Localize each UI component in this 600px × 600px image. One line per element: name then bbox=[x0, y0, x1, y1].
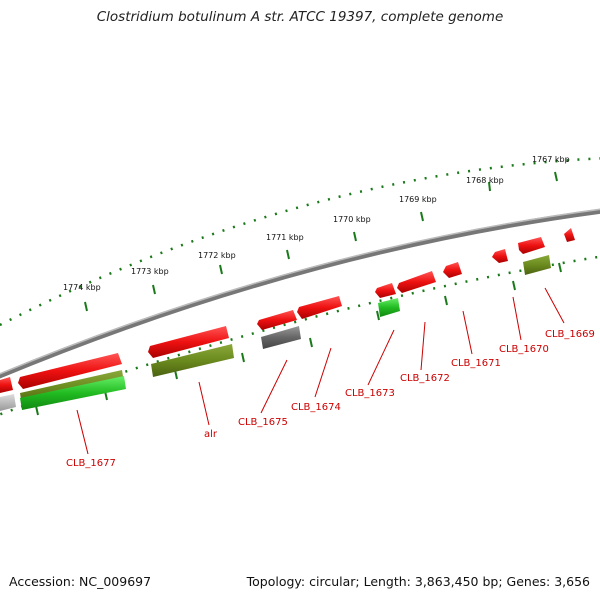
leader-line bbox=[314, 347, 332, 398]
tick-label-1769: 1769 kbp bbox=[399, 195, 437, 204]
accession-text: Accession: NC_009697 bbox=[9, 574, 152, 589]
minor-tick bbox=[444, 295, 448, 306]
gene-arrow-olive[interactable] bbox=[151, 344, 234, 377]
gene-arrow-red[interactable] bbox=[18, 353, 122, 389]
genome-backbone-highlight bbox=[0, 208, 600, 375]
gene-arrow-red[interactable] bbox=[148, 326, 229, 358]
major-tick bbox=[286, 249, 290, 260]
leader-line bbox=[198, 381, 210, 426]
leader-line bbox=[544, 287, 565, 324]
gene-label-clb-1674[interactable]: CLB_1674 bbox=[291, 402, 341, 413]
tick-label-1772: 1772 kbp bbox=[198, 251, 236, 260]
gene-label-clb-1677[interactable]: CLB_1677 bbox=[66, 458, 116, 469]
gene-label-clb-1671[interactable]: CLB_1671 bbox=[451, 358, 501, 369]
gene-arrow-red[interactable] bbox=[492, 249, 508, 263]
genome-backbone bbox=[0, 208, 600, 379]
gene-arrow-red[interactable] bbox=[397, 271, 436, 293]
outer-tick-ring bbox=[0, 157, 600, 327]
major-tick bbox=[84, 301, 88, 312]
leader-line bbox=[462, 310, 473, 355]
gene-arrow-red[interactable] bbox=[375, 283, 396, 298]
tick-label-1773: 1773 kbp bbox=[131, 267, 169, 276]
leader-line bbox=[512, 296, 522, 341]
tick-label-1774: 1774 kbp bbox=[63, 283, 101, 292]
gene-arrow-red[interactable] bbox=[0, 377, 13, 393]
gene-label-clb-1672[interactable]: CLB_1672 bbox=[400, 373, 450, 384]
minor-tick bbox=[309, 337, 313, 348]
gene-label-clb-1670[interactable]: CLB_1670 bbox=[499, 344, 549, 355]
gene-arrow-red[interactable] bbox=[257, 310, 297, 330]
gene-arrow-gray[interactable] bbox=[261, 326, 301, 349]
major-tick bbox=[488, 181, 491, 192]
gene-arrow-olive[interactable] bbox=[523, 255, 551, 275]
reverse-strand-genes bbox=[0, 255, 551, 411]
minor-tick bbox=[241, 352, 245, 363]
gene-label-clb-1673[interactable]: CLB_1673 bbox=[345, 388, 395, 399]
leader-line bbox=[420, 321, 426, 371]
gene-arrow-green[interactable] bbox=[378, 298, 400, 317]
tick-labels: 1767 kbp 1768 kbp 1769 kbp 1770 kbp 1771… bbox=[63, 155, 570, 292]
major-tick bbox=[219, 264, 223, 275]
leader-line bbox=[260, 359, 288, 414]
tick-label-1767: 1767 kbp bbox=[532, 155, 570, 164]
gene-arrow-red[interactable] bbox=[297, 296, 342, 319]
gene-label-clb-1669[interactable]: CLB_1669 bbox=[545, 329, 595, 340]
forward-strand-genes bbox=[0, 228, 575, 393]
minor-tick bbox=[558, 262, 562, 273]
minor-tick bbox=[512, 280, 516, 291]
tick-label-1770: 1770 kbp bbox=[333, 215, 371, 224]
major-tick bbox=[152, 284, 156, 295]
tick-label-1768: 1768 kbp bbox=[466, 176, 504, 185]
label-leader-lines bbox=[76, 287, 565, 455]
gene-arrow-red[interactable] bbox=[564, 228, 575, 242]
gene-arrow-green[interactable] bbox=[20, 376, 126, 410]
tick-label-1771: 1771 kbp bbox=[266, 233, 304, 242]
gene-label-alr[interactable]: alr bbox=[204, 429, 218, 440]
major-tick bbox=[420, 211, 424, 222]
leader-line bbox=[76, 409, 89, 455]
gene-labels: CLB_1669 CLB_1670 CLB_1671 CLB_1672 CLB_… bbox=[66, 329, 595, 469]
leader-line bbox=[367, 329, 395, 386]
minor-tick bbox=[376, 310, 380, 321]
gene-arrow-lightgray[interactable] bbox=[0, 394, 16, 411]
gene-label-clb-1675[interactable]: CLB_1675 bbox=[238, 417, 288, 428]
major-tick bbox=[554, 171, 558, 182]
major-tick bbox=[353, 231, 357, 242]
gene-arrow-red[interactable] bbox=[443, 262, 462, 278]
inner-tick-ring bbox=[0, 255, 600, 416]
map-title: Clostridium botulinum A str. ATCC 19397,… bbox=[96, 9, 504, 25]
genome-summary-text: Topology: circular; Length: 3,863,450 bp… bbox=[246, 574, 590, 589]
gene-arrow-red[interactable] bbox=[518, 237, 545, 254]
minor-tick bbox=[35, 405, 39, 416]
outer-dotted-ring bbox=[0, 157, 600, 327]
